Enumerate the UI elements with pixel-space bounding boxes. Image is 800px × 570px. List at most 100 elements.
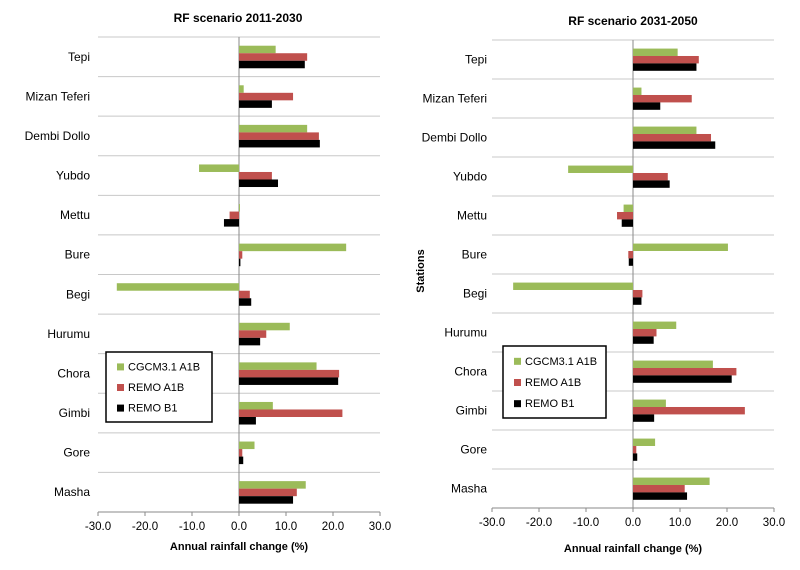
bar-tepi-series-3 [633,63,697,71]
bar-chora-series-3 [239,377,339,385]
bar-yubdo-series-3 [633,180,670,188]
x-tick-label: 20.0 [716,517,738,529]
bar-hurumu-series-3 [239,337,261,346]
bar-gimbi-series-3 [239,417,256,425]
category-label: Masha [451,482,487,496]
x-axis-label: Annual rainfall change (%) [564,543,702,555]
chart-title: RF scenario 2031-2050 [568,14,698,28]
bar-gore-series-3 [633,453,638,461]
bar-begi-series-2 [239,290,250,299]
bar-masha-series-2 [633,484,685,493]
category-label: Chora [454,365,487,379]
x-tick-label: -10.0 [573,517,599,529]
category-label: Mettu [60,208,90,222]
category-label: Bure [462,248,488,262]
bar-yubdo-series-2 [239,171,272,180]
x-tick-label: 10.0 [275,521,297,533]
legend-swatch [117,384,124,391]
bar-gore-series-2 [239,449,243,457]
x-tick-label: 10.0 [669,517,691,529]
bar-dembi-dollo-series-3 [633,141,716,149]
chart-panel-2: RF scenario 2031-2050 Tepi Mizan Teferi Dem… [415,14,785,555]
category-label: Begi [66,287,90,301]
bar-mettu-series-3 [223,219,239,227]
x-tick-label: -30.0 [479,517,505,529]
bar-bure-series-1 [239,243,347,252]
legend-swatch [117,363,124,371]
category-label: Dembi Dollo [25,129,91,143]
bar-mettu-series-1 [239,204,240,212]
bar-tepi-series-3 [239,60,305,69]
bar-tepi-series-2 [239,53,308,61]
bar-hurumu-series-1 [633,321,677,329]
category-label: Mettu [457,209,487,223]
bar-hurumu-series-1 [239,322,290,331]
bar-gimbi-series-1 [633,399,666,407]
bar-bure-series-3 [628,258,633,266]
bar-tepi-series-1 [239,45,276,54]
bar-dembi-dollo-series-2 [239,132,319,140]
legend-label: REMO B1 [128,403,178,415]
bar-gimbi-series-1 [239,401,273,410]
x-tick-label: -20.0 [132,521,158,533]
bar-begi-series-3 [633,297,642,305]
bar-yubdo-series-3 [239,179,279,188]
legend-swatch [514,400,521,408]
bar-gimbi-series-2 [239,409,343,417]
legend-swatch [514,357,521,365]
x-tick-label: 20.0 [322,521,344,533]
bar-begi-series-1 [116,283,239,291]
category-label: Gimbi [59,406,90,420]
bar-mizan-teferi-series-3 [633,102,661,110]
bar-mettu-series-3 [621,219,633,227]
bar-hurumu-series-2 [633,328,657,337]
x-tick-label: -10.0 [179,521,205,533]
bar-chora-series-2 [633,367,737,376]
bar-masha-series-1 [633,477,710,485]
bar-yubdo-series-2 [633,172,668,181]
bar-bure-series-2 [628,250,633,259]
x-tick-label: 0.0 [231,521,247,533]
category-label: Chora [57,366,90,380]
bar-gore-series-2 [633,445,637,454]
category-label: Gore [460,443,487,457]
bar-mettu-series-2 [229,211,239,220]
bar-mettu-series-1 [623,204,633,212]
bar-mettu-series-2 [617,211,633,220]
bar-chora-series-2 [239,369,340,378]
category-label: Begi [463,287,487,301]
x-tick-label: -20.0 [526,517,552,529]
category-label: Yubdo [56,169,90,183]
bar-mizan-teferi-series-2 [633,94,692,103]
category-label: Gore [63,446,90,460]
bar-chora-series-1 [633,360,713,368]
bar-bure-series-2 [239,251,243,259]
bar-mizan-teferi-series-1 [633,87,642,95]
bar-bure-series-1 [633,243,728,251]
category-label: Tepi [465,53,487,67]
bar-hurumu-series-2 [239,330,267,338]
y-axis-label: Stations [415,249,427,292]
bar-tepi-series-2 [633,55,699,64]
legend-swatch [117,404,124,412]
bar-chora-series-1 [239,362,317,370]
legend: CGCM3.1 A1B REMO A1B REMO B1 [502,345,607,419]
legend-label: CGCM3.1 A1B [525,356,597,368]
category-label: Hurumu [47,327,90,341]
bar-begi-series-1 [513,282,633,290]
bar-yubdo-series-1 [199,164,239,172]
bar-dembi-dollo-series-1 [239,124,308,133]
x-axis-label: Annual rainfall change (%) [170,541,308,553]
category-label: Yubdo [453,170,487,184]
legend-label: REMO A1B [525,377,581,389]
bar-gore-series-3 [239,456,244,465]
category-label: Dembi Dollo [422,131,488,145]
bar-begi-series-2 [633,289,643,298]
bar-mizan-teferi-series-3 [239,100,272,108]
legend-label: CGCM3.1 A1B [128,361,200,373]
x-tick-label: 30.0 [369,521,391,533]
bar-masha-series-3 [633,492,688,500]
bar-bure-series-3 [239,258,241,267]
legend-label: REMO A1B [128,382,184,394]
